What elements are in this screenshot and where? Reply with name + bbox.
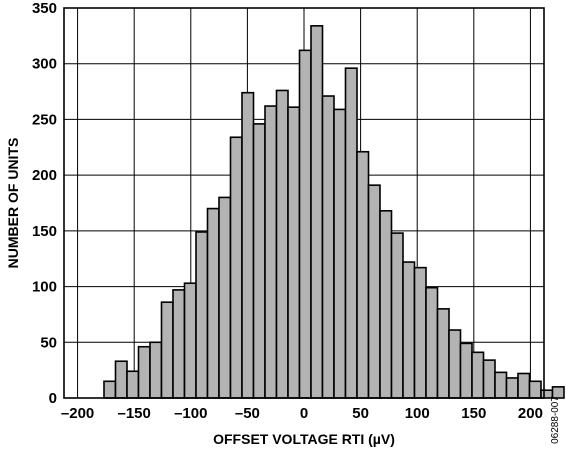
histogram-bar-0 xyxy=(103,380,117,399)
histogram-bar-17 xyxy=(298,49,312,399)
histogram-bar-29 xyxy=(436,308,450,399)
histogram-bar-31 xyxy=(459,342,473,399)
histogram-bar-34 xyxy=(494,371,508,399)
histogram-bar-24 xyxy=(379,210,393,399)
y-tick-label-3: 150 xyxy=(32,223,57,240)
histogram-bar-20 xyxy=(333,108,347,399)
plot-frame xyxy=(63,7,545,399)
x-tick-label-8: 200 xyxy=(518,405,543,422)
y-tick-labels: 0 50 100 150 200 250 300 350 xyxy=(32,0,57,407)
histogram-bar-6 xyxy=(172,289,186,399)
x-tick-label-0: –200 xyxy=(61,405,94,422)
histogram-bar-32 xyxy=(471,351,485,399)
histogram-bar-11 xyxy=(229,136,243,399)
histogram-bar-30 xyxy=(448,329,462,399)
y-tick-label-2: 100 xyxy=(32,279,57,296)
x-tick-label-6: 100 xyxy=(405,405,430,422)
histogram-bar-36 xyxy=(517,372,531,399)
histogram-bar-12 xyxy=(241,91,255,399)
x-tick-label-7: 150 xyxy=(461,405,486,422)
y-tick-label-5: 250 xyxy=(32,111,57,128)
x-axis-title: OFFSET VOLTAGE RTI (µV) xyxy=(213,431,395,447)
histogram-bar-4 xyxy=(149,341,163,399)
histogram-bar-33 xyxy=(482,359,496,399)
histogram-bar-27 xyxy=(413,266,427,399)
histogram-bar-21 xyxy=(344,67,358,399)
bars-layer xyxy=(103,25,565,399)
histogram-bar-16 xyxy=(287,106,301,399)
histogram-bar-7 xyxy=(183,282,197,399)
histogram-bar-19 xyxy=(321,95,335,399)
y-tick-label-7: 350 xyxy=(32,0,57,17)
histogram-bar-8 xyxy=(195,231,209,399)
x-tick-label-4: 0 xyxy=(300,405,308,422)
y-axis-title: NUMBER OF UNITS xyxy=(5,138,21,269)
x-tick-label-5: 50 xyxy=(352,405,369,422)
y-tick-label-6: 300 xyxy=(32,56,57,73)
histogram-bar-26 xyxy=(402,261,416,399)
histogram-bar-15 xyxy=(275,89,289,399)
histogram-bar-39 xyxy=(551,386,565,399)
histogram-bar-23 xyxy=(367,184,381,399)
histogram-bar-35 xyxy=(505,377,519,399)
histogram-bar-37 xyxy=(528,380,542,399)
y-tick-label-1: 50 xyxy=(40,334,57,351)
histogram-bar-25 xyxy=(390,232,404,399)
histogram-bar-9 xyxy=(206,207,220,399)
histogram-bar-2 xyxy=(126,370,140,399)
x-tick-label-3: –50 xyxy=(235,405,260,422)
histogram-bar-28 xyxy=(425,286,439,399)
histogram-bar-22 xyxy=(356,150,370,399)
histogram-bar-5 xyxy=(160,301,174,399)
histogram-bar-3 xyxy=(137,345,151,399)
figure-id-label: 06288-007 xyxy=(550,396,561,444)
histogram-bar-18 xyxy=(310,25,324,399)
y-tick-label-4: 200 xyxy=(32,167,57,184)
x-tick-label-1: –150 xyxy=(118,405,151,422)
histogram-bar-14 xyxy=(264,105,278,399)
histogram-bar-1 xyxy=(114,360,128,399)
x-tick-labels: –200 –150 –100 –50 0 50 100 150 200 xyxy=(61,405,543,422)
histogram-bar-10 xyxy=(218,196,232,399)
histogram-bar-13 xyxy=(252,123,266,399)
y-tick-label-0: 0 xyxy=(49,390,57,407)
x-tick-label-2: –100 xyxy=(174,405,207,422)
